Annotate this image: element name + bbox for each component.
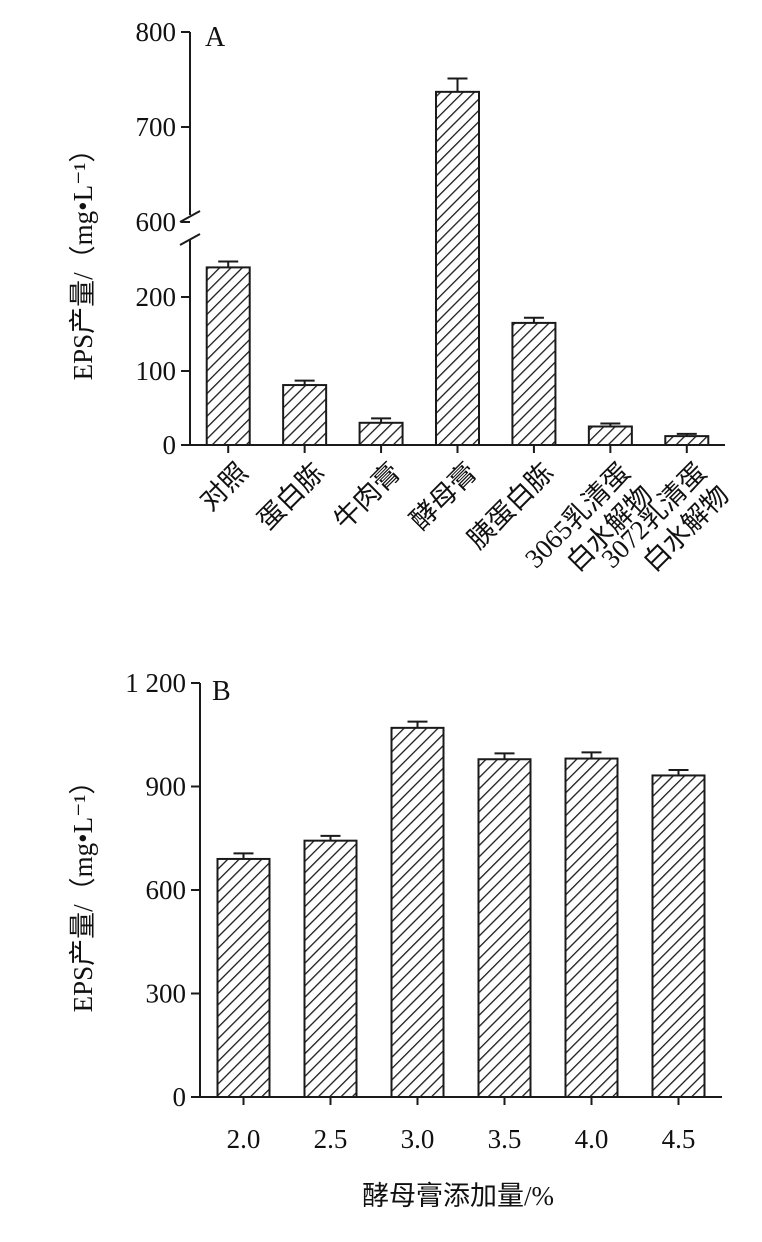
- y-tick-label-a: 0: [163, 430, 177, 460]
- category-label-a: 蛋白胨: [251, 457, 329, 535]
- bar-b: [303, 839, 358, 1098]
- y-tick-label-a: 800: [136, 17, 177, 47]
- bars-a: [205, 77, 710, 446]
- chart-panel-a: A EPS产量/（mg•L⁻¹） 0 100 200 600 700 800 对照蛋白胨牛…: [68, 17, 735, 577]
- bar-a: [205, 266, 251, 446]
- bars-b: [216, 720, 706, 1099]
- chart-panel-b: B EPS产量/（mg•L⁻¹） 0 300 600 900 1 200 2.0 2.5 3…: [68, 668, 722, 1211]
- bar-a: [435, 90, 480, 446]
- panel-label-b: B: [212, 676, 231, 707]
- bar-b: [390, 726, 445, 1098]
- bar-b: [216, 857, 271, 1099]
- x-tick-label-b: 3.0: [401, 1124, 435, 1154]
- bar-b: [564, 757, 619, 1098]
- x-tick-label-b: 4.5: [662, 1124, 696, 1154]
- y-ticks-b: 0 300 600 900 1 200: [125, 668, 680, 1112]
- axis-break-mark-a: [179, 233, 201, 246]
- x-axis-title-b: 酵母膏添加量/%: [362, 1181, 554, 1211]
- bar-a: [358, 421, 404, 446]
- category-label-line-a: 对照: [194, 457, 253, 516]
- bar-b: [477, 758, 532, 1098]
- bar-b: [651, 774, 706, 1099]
- y-tick-label-b: 1 200: [125, 668, 186, 698]
- panel-label-a: A: [205, 22, 226, 53]
- y-tick-label-b: 300: [146, 979, 187, 1009]
- y-tick-label-a: 100: [136, 356, 177, 386]
- category-label-a: 牛肉膏: [328, 457, 406, 535]
- category-label-a: 对照: [194, 457, 253, 516]
- y-tick-label-a: 200: [136, 282, 177, 312]
- y-ticks-a: 0 100 200 600 700 800: [136, 17, 688, 460]
- x-tick-label-b: 2.5: [314, 1124, 348, 1154]
- axes-b: [199, 683, 722, 1098]
- bar-a: [664, 435, 710, 446]
- y-tick-label-b: 0: [173, 1082, 187, 1112]
- bar-a: [587, 425, 633, 446]
- y-tick-label-a: 600: [136, 207, 177, 237]
- bar-a: [511, 321, 557, 446]
- y-axis-title-a: EPS产量/（mg•L⁻¹）: [68, 136, 98, 381]
- x-tick-label-b: 3.5: [488, 1124, 522, 1154]
- category-label-line-a: 蛋白胨: [251, 457, 329, 535]
- y-tick-label-b: 900: [146, 772, 187, 802]
- x-tick-labels-b: 2.0 2.5 3.0 3.5 4.0 4.5: [227, 1124, 696, 1154]
- y-tick-label-a: 700: [136, 112, 177, 142]
- category-label-line-a: 牛肉膏: [328, 457, 406, 535]
- y-axis-title-b: EPS产量/（mg•L⁻¹）: [68, 768, 98, 1013]
- y-tick-label-b: 600: [146, 875, 187, 905]
- bar-a: [282, 384, 328, 446]
- x-tick-label-b: 4.0: [575, 1124, 609, 1154]
- x-tick-label-b: 2.0: [227, 1124, 261, 1154]
- axis-break-mark-a: [179, 210, 201, 223]
